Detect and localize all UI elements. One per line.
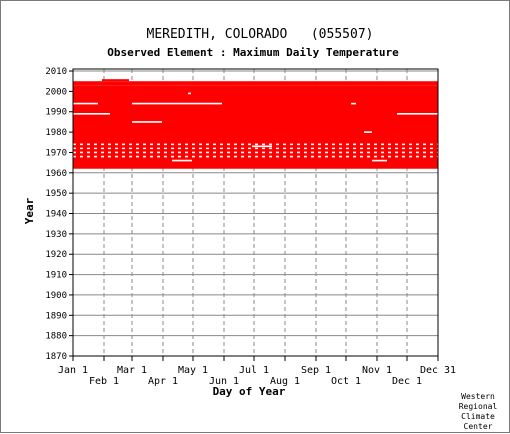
x-tick-label-bottom-32: Feb 1 [89,376,119,387]
x-tick-label-top-244: Sep 1 [301,365,331,376]
chart-subtitle: Observed Element : Maximum Daily Tempera… [107,46,399,59]
x-tick-label-bottom-91: Apr 1 [148,376,178,387]
axes [69,68,439,361]
y-tick-label-1880: 1880 [45,332,67,342]
data-coverage-partial-0 [73,81,438,86]
x-axis-label: Day of Year [213,385,286,398]
y-tick-label-1970: 1970 [45,148,67,158]
x-tick-label-top-1: Jan 1 [58,365,88,376]
y-tick-label-1950: 1950 [45,189,67,199]
y-tick-label-2010: 2010 [45,67,67,77]
y-tick-labels: 2010 2000 1990 1980 1970 1960 1950 1940 1930 1920… [45,67,67,362]
x-tick-label-bottom-213: Aug 1 [270,376,300,387]
y-tick-label-1930: 1930 [45,230,67,240]
x-tick-label-bottom-274: Oct 1 [331,376,361,387]
x-tick-label-top-60: Mar 1 [117,365,147,376]
y-tick-label-1980: 1980 [45,128,67,138]
y-tick-label-1940: 1940 [45,210,67,220]
y-tick-label-1910: 1910 [45,271,67,281]
y-tick-label-1890: 1890 [45,311,67,321]
data-coverage-partial-1 [102,79,129,82]
y-tick-label-2000: 2000 [45,87,67,97]
data-coverage [73,79,438,169]
data-coverage-main [73,85,438,169]
credit-line-2: Climate [461,412,495,421]
plot-border [72,68,439,357]
y-tick-label-1920: 1920 [45,250,67,260]
credit-line-3: Center [464,422,493,431]
x-tick-labels: Jan 1 Mar 1 May 1 Jul 1 Sep 1 Nov 1 Dec 31 Feb … [58,365,456,387]
y-tick-label-1900: 1900 [45,291,67,301]
y-tick-label-1990: 1990 [45,108,67,118]
x-tick-label-top-182: Jul 1 [239,365,269,376]
y-tick-label-1960: 1960 [45,169,67,179]
chart-title: MEREDITH, COLORADO (055507) [147,27,374,42]
x-tick-label-bottom-335: Dec 1 [392,376,422,387]
y-axis-label: Year [23,197,36,224]
y-tick-label-1870: 1870 [45,352,67,362]
x-tick-label-top-305: Nov 1 [362,365,392,376]
credit-line-0: Western [461,392,495,401]
x-tick-label-bottom-152: Jun 1 [209,376,239,387]
x-tick-label-top-366: Dec 31 [420,365,456,376]
credit-line-1: Regional [459,402,498,411]
x-tick-label-top-121: May 1 [178,365,208,376]
